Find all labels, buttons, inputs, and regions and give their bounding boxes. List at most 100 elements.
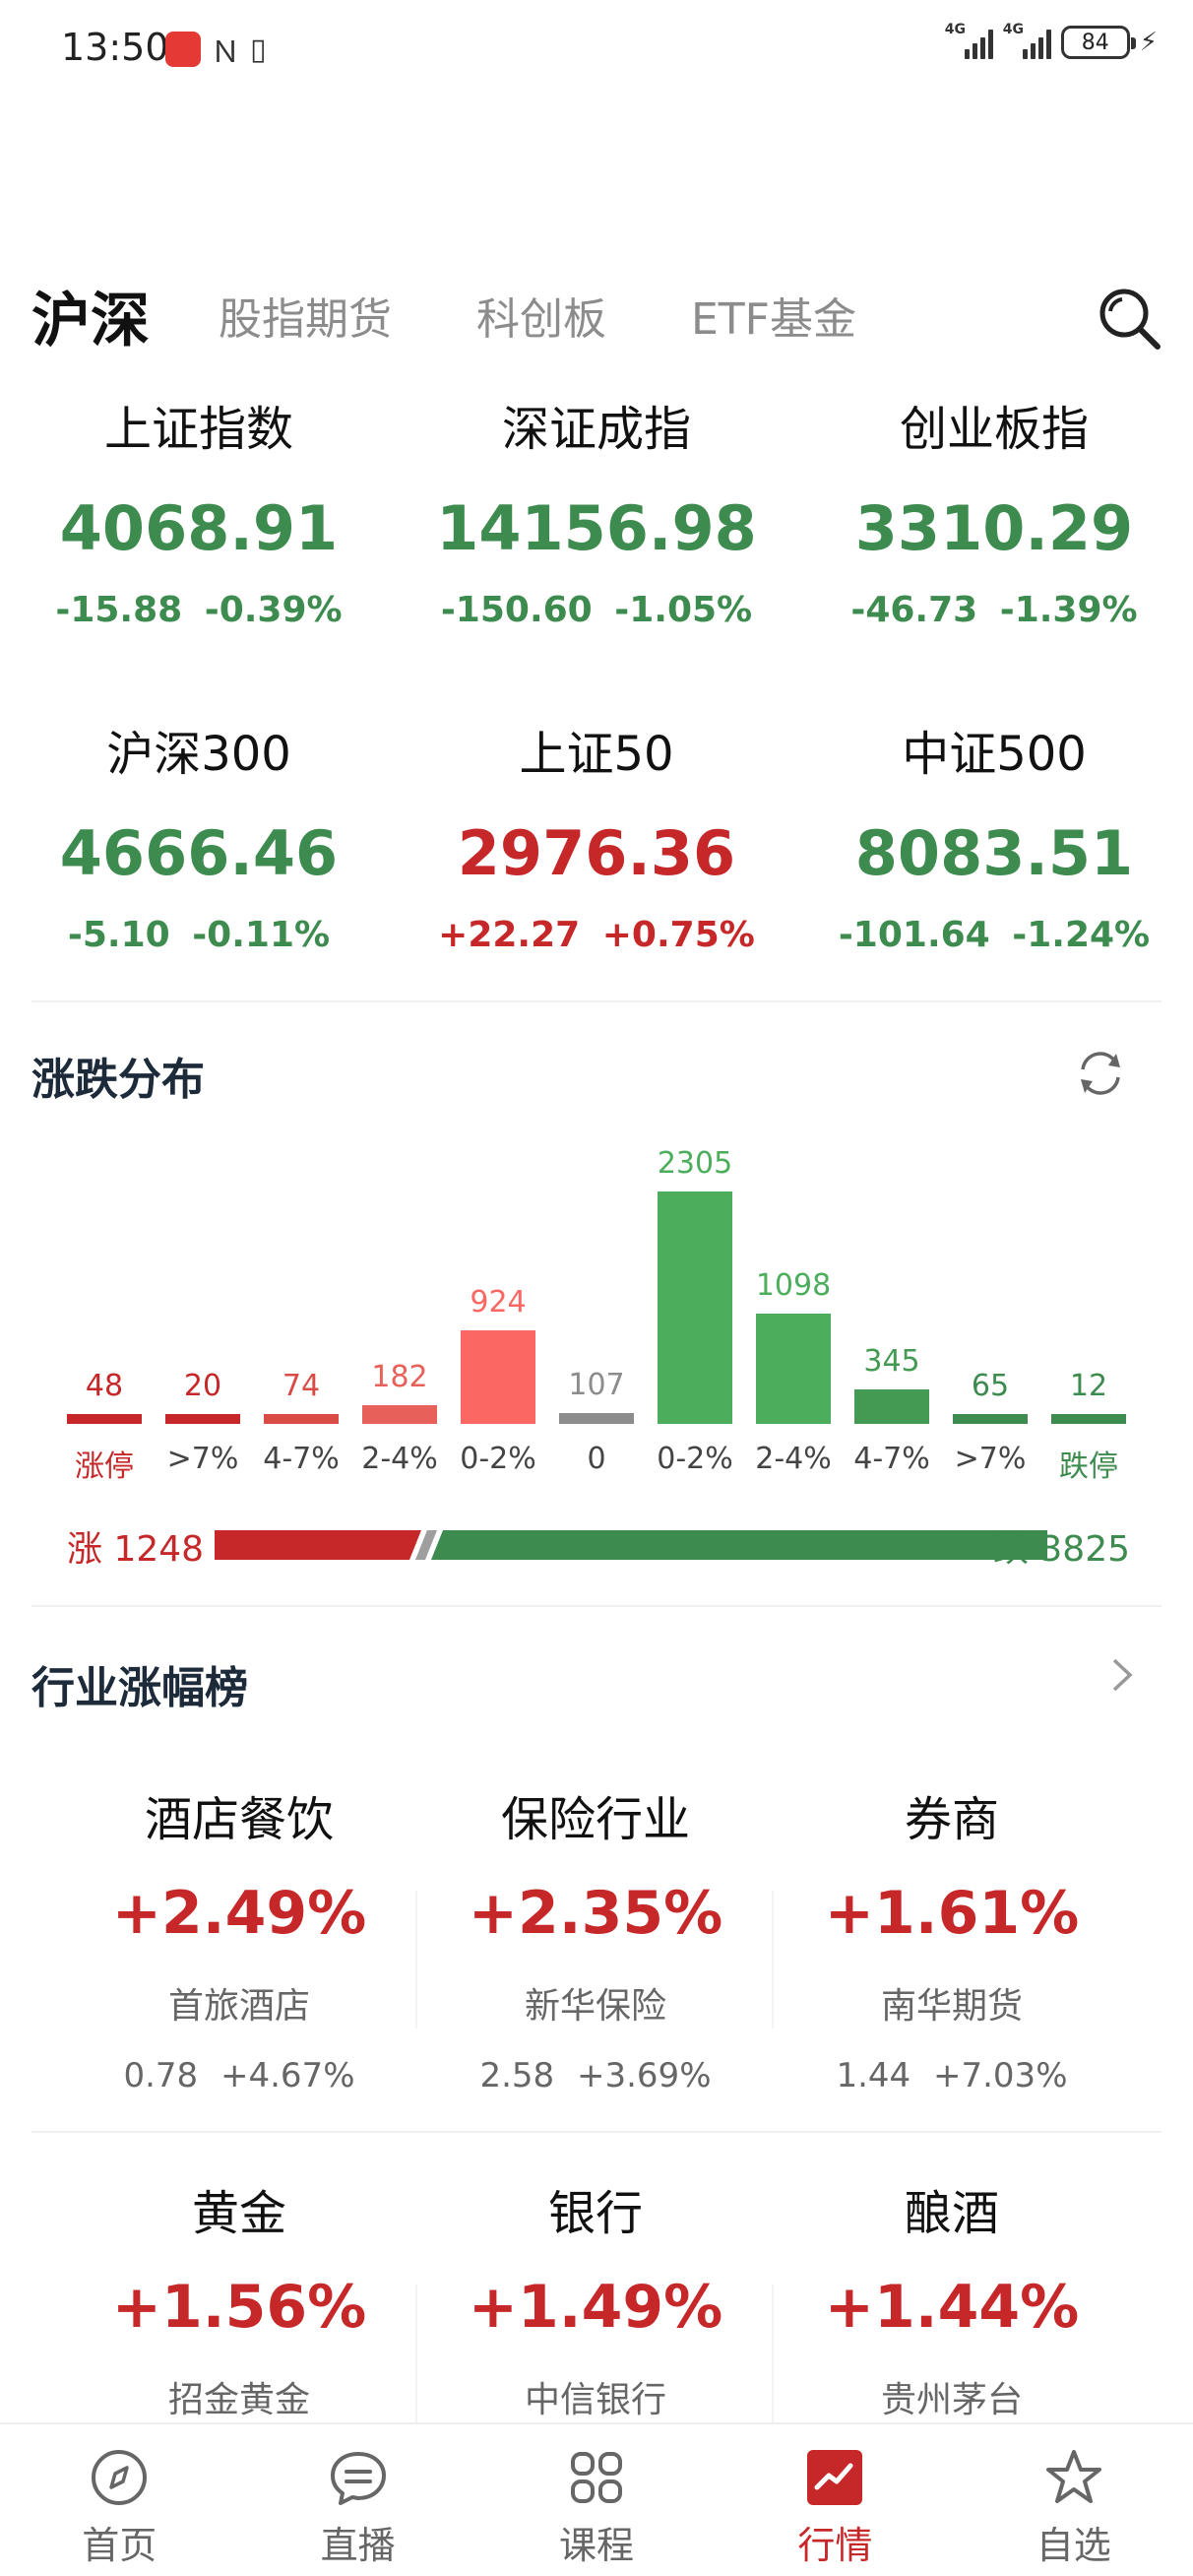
distribution-count: 107 (568, 1368, 625, 1402)
distribution-count: 924 (470, 1285, 527, 1320)
distribution-column: 2305 0-2% (657, 1132, 733, 1477)
distribution-label: >7% (954, 1442, 1027, 1476)
distribution-count: 65 (971, 1369, 1010, 1403)
status-notification-icons: Ｎ ▯ (165, 28, 267, 71)
index-card-chinext[interactable]: 创业板指 3310.29 -46.73 -1.39% (850, 402, 1138, 630)
divider (31, 1605, 1162, 1607)
nav-live[interactable]: 直播 (238, 2424, 476, 2576)
distribution-count: 1098 (755, 1268, 832, 1303)
index-card-csi300[interactable]: 沪深300 4666.46 -5.10 -0.11% (59, 727, 339, 955)
divider (31, 2131, 1162, 2133)
tab-etf-fund[interactable]: ETF基金 (691, 294, 856, 345)
index-card-sse50[interactable]: 上证50 2976.36 +22.27 +0.75% (438, 727, 755, 955)
distribution-column: 20 >7% (165, 1132, 240, 1477)
distribution-label: 0 (587, 1442, 606, 1476)
signal-icon: 4G (945, 22, 993, 59)
distribution-column: 345 4-7% (853, 1132, 930, 1477)
signal-icon-2: 4G (1003, 22, 1051, 59)
distribution-bar (362, 1405, 437, 1424)
tab-hushen[interactable]: 沪深 (31, 286, 150, 355)
distribution-label: 2-4% (755, 1442, 832, 1476)
distribution-column: 48 涨停 (67, 1132, 142, 1484)
distribution-count: 345 (863, 1344, 920, 1379)
grid-clover-icon (570, 2452, 622, 2503)
chevron-right-icon[interactable] (1102, 1650, 1142, 1700)
ratio-bar (215, 1530, 1047, 1560)
distribution-chart: 48 涨停 20 >7% 74 4-7% 182 2-4% 924 0-2% 107 0 2305 0-2… (59, 1132, 1142, 1484)
chart-line-icon (807, 2450, 863, 2505)
nav-courses[interactable]: 课程 (477, 2424, 716, 2576)
star-icon (1045, 2450, 1101, 2503)
distribution-label: 0-2% (657, 1442, 733, 1476)
battery-icon: 84 (1060, 26, 1136, 59)
index-card-szse[interactable]: 深证成指 14156.98 -150.60 -1.05% (436, 402, 757, 630)
distribution-column: 12 跌停 (1051, 1132, 1126, 1484)
industry-card[interactable]: 银行 +1.49% 中信银行 (417, 2157, 774, 2550)
refresh-icon[interactable] (1073, 1046, 1128, 1101)
distribution-column: 107 0 (559, 1132, 634, 1477)
industry-card[interactable]: 券商 +1.61% 南华期货 1.44 +7.03% (824, 1792, 1080, 2095)
distribution-column: 74 4-7% (263, 1132, 340, 1477)
distribution-label: 4-7% (263, 1442, 340, 1476)
distribution-column: 182 2-4% (361, 1132, 438, 1477)
status-right: 4G 4G 84 ⚡ (945, 22, 1158, 59)
industry-card[interactable]: 黄金 +1.56% 招金黄金 (61, 2157, 417, 2550)
distribution-column: 65 >7% (953, 1132, 1028, 1477)
app-notification-icon (165, 32, 201, 67)
down-count-label: 跌 3825 (992, 1529, 1130, 1570)
industry-grid: 酒店餐饮 +2.49% 首旅酒店 0.78 +4.67% 保险行业 +2.35%… (0, 1763, 1193, 2550)
ratio-down-segment (431, 1530, 1047, 1560)
distribution-bar (658, 1191, 732, 1424)
distribution-bar (264, 1414, 339, 1424)
index-card-csi500[interactable]: 中证500 8083.51 -101.64 -1.24% (838, 727, 1151, 955)
distribution-title: 涨跌分布 (31, 1055, 205, 1105)
index-grid: 上证指数 4068.91 -15.88 -0.39% 深证成指 14156.98… (0, 384, 1193, 1034)
distribution-count: 182 (371, 1360, 428, 1394)
up-count-label: 涨 1248 (67, 1529, 205, 1570)
nav-home[interactable]: 首页 (0, 2424, 238, 2576)
market-tabs: 沪深 股指期货 科创板 ETF基金 (31, 266, 1163, 364)
chat-bubble-icon (330, 2452, 386, 2505)
nfc-icon: Ｎ (211, 35, 240, 70)
distribution-label: >7% (166, 1442, 239, 1476)
distribution-bar (461, 1330, 535, 1424)
distribution-column: 924 0-2% (460, 1132, 536, 1477)
distribution-bar (165, 1414, 240, 1424)
industry-card[interactable]: 酒店餐饮 +2.49% 首旅酒店 0.78 +4.67% (61, 1763, 417, 2157)
compass-icon (92, 2450, 148, 2505)
distribution-count: 2305 (657, 1146, 733, 1181)
nav-watchlist[interactable]: 自选 (955, 2424, 1193, 2576)
index-card-sse[interactable]: 上证指数 4068.91 -15.88 -0.39% (55, 402, 343, 630)
distribution-bar (559, 1413, 634, 1424)
distribution-bar (1051, 1414, 1126, 1424)
distribution-count: 48 (85, 1369, 124, 1403)
tab-index-futures[interactable]: 股指期货 (219, 294, 392, 345)
distribution-count: 74 (282, 1369, 321, 1403)
distribution-label: 涨停 (75, 1449, 134, 1484)
distribution-label: 跌停 (1059, 1449, 1118, 1484)
status-time: 13:50 (61, 26, 169, 69)
divider (31, 1000, 1162, 1002)
distribution-bar (756, 1314, 831, 1424)
charging-bolt-icon: ⚡ (1139, 28, 1158, 57)
industry-card[interactable]: 酿酒 +1.44% 贵州茅台 (824, 2186, 1080, 2420)
distribution-bar (854, 1389, 929, 1424)
ratio-up-segment (215, 1530, 421, 1560)
distribution-bar (953, 1414, 1028, 1424)
distribution-label: 4-7% (853, 1442, 930, 1476)
industry-title: 行业涨幅榜 (31, 1663, 248, 1713)
distribution-count: 12 (1069, 1369, 1108, 1403)
nav-market[interactable]: 行情 (716, 2424, 954, 2576)
tab-star-market[interactable]: 科创板 (476, 294, 606, 345)
vibrate-icon: ▯ (250, 32, 267, 67)
distribution-label: 2-4% (361, 1442, 438, 1476)
distribution-column: 1098 2-4% (755, 1132, 832, 1477)
bottom-nav: 首页 直播 课程 行情 自选 (0, 2422, 1193, 2576)
status-bar: 13:50 Ｎ ▯ 4G 4G 84 ⚡ (0, 0, 1193, 98)
ratio-flat-segment (415, 1530, 437, 1560)
search-icon[interactable] (1095, 284, 1163, 353)
industry-card[interactable]: 保险行业 +2.35% 新华保险 2.58 +3.69% (417, 1763, 774, 2157)
distribution-bar (67, 1414, 142, 1424)
distribution-count: 20 (183, 1369, 222, 1403)
distribution-label: 0-2% (460, 1442, 536, 1476)
